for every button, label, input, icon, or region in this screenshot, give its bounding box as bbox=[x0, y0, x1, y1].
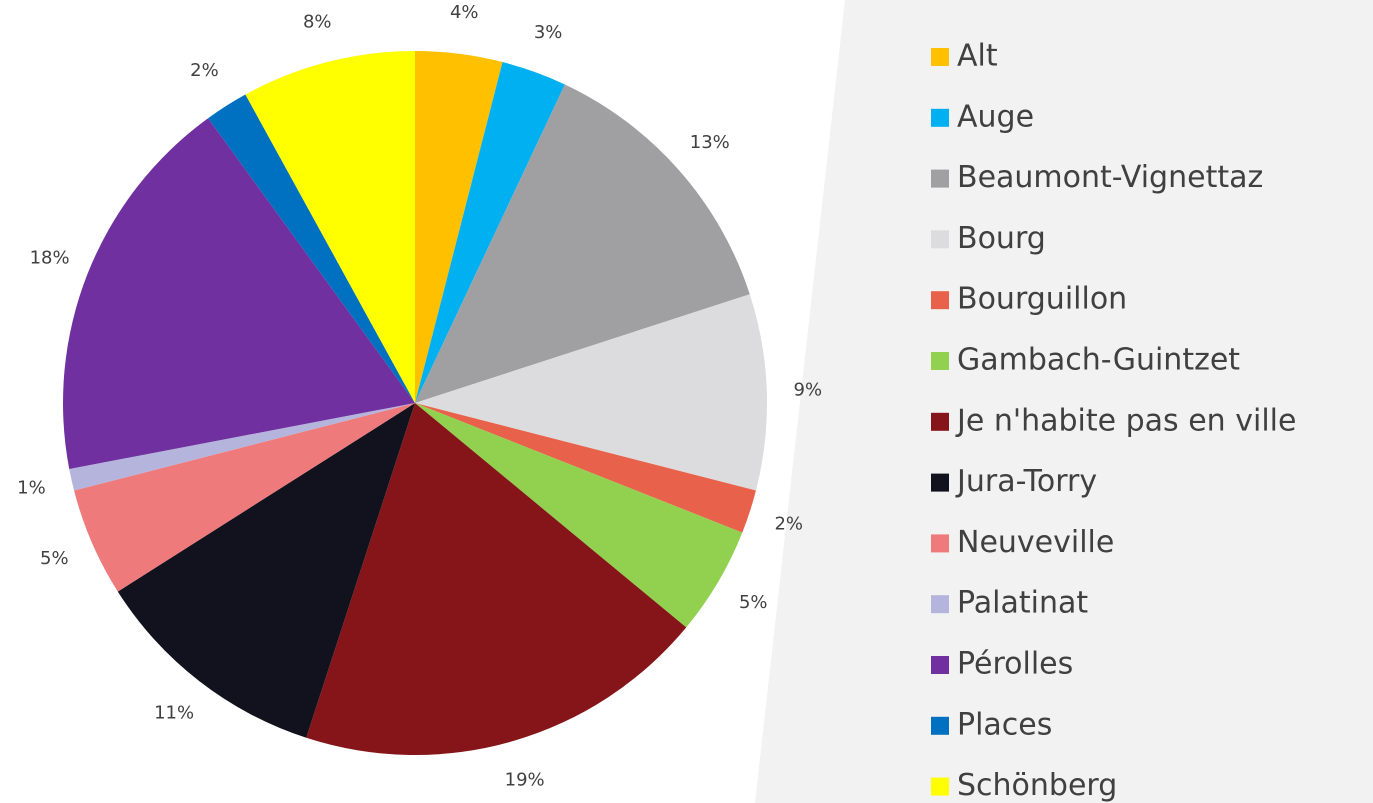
legend-label: Pérolles bbox=[957, 647, 1073, 682]
pie-slice bbox=[117, 403, 415, 738]
value-label: 11% bbox=[154, 703, 194, 724]
value-label: 4% bbox=[450, 2, 479, 23]
value-label: 1% bbox=[17, 478, 46, 499]
pie-slice bbox=[415, 403, 756, 533]
legend-swatch bbox=[931, 352, 949, 370]
value-label: 5% bbox=[40, 548, 69, 569]
legend-label: Gambach-Guintzet bbox=[957, 343, 1240, 378]
legend-label: Je n'habite pas en ville bbox=[955, 403, 1296, 438]
pie-slice bbox=[415, 62, 565, 404]
legend-label: Neuveville bbox=[957, 525, 1114, 560]
legend-swatch bbox=[931, 656, 949, 674]
pie-slice bbox=[415, 403, 743, 628]
value-label: 8% bbox=[303, 11, 332, 32]
value-label: 5% bbox=[739, 592, 768, 613]
value-label: 18% bbox=[30, 247, 70, 268]
legend-swatch bbox=[931, 716, 949, 735]
pie-slice bbox=[415, 51, 503, 403]
value-label: 2% bbox=[190, 60, 219, 81]
legend-swatch bbox=[931, 777, 949, 796]
pie-slice bbox=[62, 118, 415, 469]
legend-label: Places bbox=[957, 707, 1052, 742]
legend-swatch bbox=[931, 108, 949, 127]
pie-slice bbox=[306, 403, 687, 756]
pie-slice bbox=[74, 403, 416, 592]
legend-swatch bbox=[931, 534, 949, 553]
legend-label: Jura-Torry bbox=[955, 464, 1097, 499]
value-label: 19% bbox=[505, 769, 545, 790]
value-label: 9% bbox=[794, 380, 823, 401]
pie-slice bbox=[208, 94, 415, 404]
value-label: 3% bbox=[534, 22, 563, 43]
legend-label: Auge bbox=[957, 99, 1034, 134]
legend-label: Bourg bbox=[957, 221, 1046, 256]
pie-slice bbox=[69, 403, 415, 491]
legend-label: Palatinat bbox=[957, 586, 1088, 621]
legend-swatch bbox=[931, 230, 949, 249]
legend-swatch bbox=[931, 48, 949, 66]
value-label: 2% bbox=[774, 513, 803, 534]
legend-swatch bbox=[931, 473, 949, 492]
legend-swatch bbox=[931, 291, 949, 310]
legend-panel bbox=[755, 0, 1373, 803]
legend-swatch bbox=[931, 595, 949, 614]
value-label: 13% bbox=[690, 132, 730, 153]
legend-label: Alt bbox=[957, 39, 998, 74]
legend-label: Beaumont-Vignettaz bbox=[957, 160, 1263, 195]
pie-slice bbox=[245, 51, 415, 403]
legend-swatch bbox=[931, 169, 949, 188]
legend-label: Bourguillon bbox=[957, 282, 1127, 317]
legend-swatch bbox=[931, 412, 949, 431]
pie-slice bbox=[415, 84, 750, 403]
pie-slice bbox=[415, 294, 767, 491]
legend-label: Schönberg bbox=[957, 768, 1117, 803]
